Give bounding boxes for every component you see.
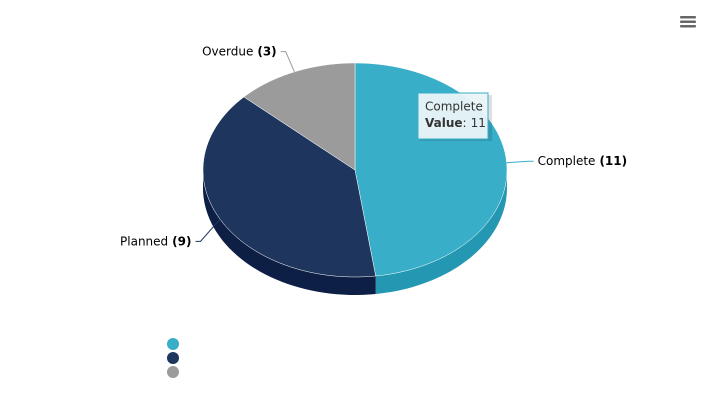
menu-icon-bar — [680, 25, 696, 28]
connector — [506, 160, 534, 164]
data-label: Overdue (3) — [202, 44, 277, 58]
tooltip-line: Value: 11 — [425, 116, 486, 130]
tooltip-value: 11 — [471, 116, 486, 130]
menu-icon-bar — [680, 20, 696, 23]
pie-sides — [203, 170, 507, 295]
legend-marker — [167, 352, 179, 364]
data-label: Complete (11) — [538, 154, 628, 168]
slice-side — [203, 170, 376, 295]
menu-icon-bar — [680, 16, 696, 19]
legend — [167, 338, 179, 378]
label-value: (9) — [172, 234, 191, 248]
legend-marker — [167, 366, 179, 378]
tooltip: Complete Value: 11 — [417, 92, 492, 141]
label-value: (3) — [257, 44, 276, 58]
data-labels: Complete (11)Planned (9)Overdue (3) — [120, 44, 627, 248]
data-label: Planned (9) — [120, 234, 191, 248]
legend-marker — [167, 338, 179, 350]
slice-side — [375, 170, 507, 295]
label-value: (11) — [599, 154, 627, 168]
tooltip-label: Value — [425, 116, 463, 130]
connector — [280, 51, 295, 73]
menu-button[interactable] — [679, 15, 697, 29]
tooltip-separator: : — [463, 116, 467, 130]
connector — [195, 218, 221, 242]
label-category: Overdue — [202, 44, 253, 58]
label-category: Complete — [538, 154, 596, 168]
tooltip-title: Complete — [425, 100, 483, 114]
label-category: Planned — [120, 234, 168, 248]
tooltip-box — [417, 92, 489, 140]
